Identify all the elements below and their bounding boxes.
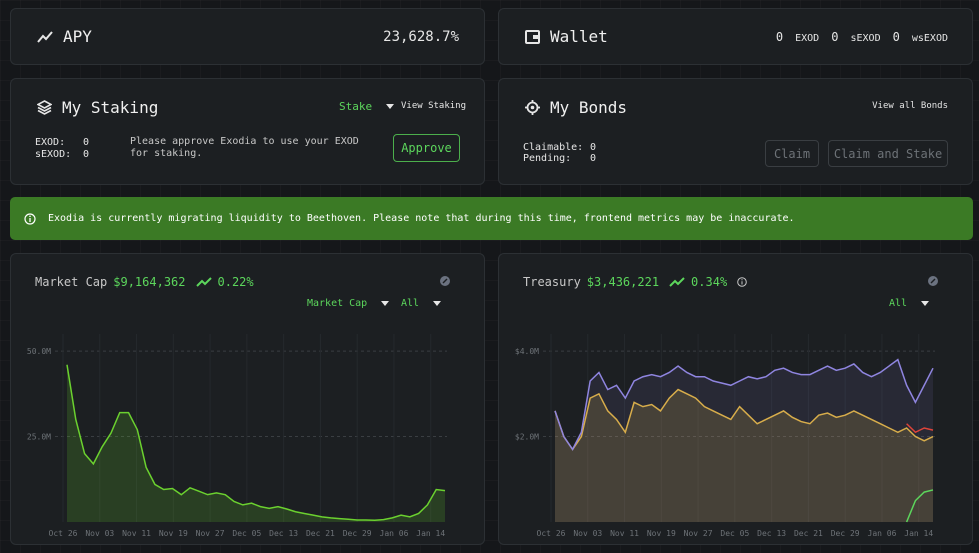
apy-label: APY [63, 27, 92, 46]
series-line [66, 364, 446, 522]
x-tick-label: Dec 05 [720, 529, 749, 538]
claim-and-stake-button[interactable]: Claim and Stake [828, 140, 948, 167]
y-tick-label: 25.0M [27, 433, 51, 442]
treasury-chart: $4.0M $2.0M Oct 26 Nov 03 Nov 11 Nov 19 Nov 27… [515, 334, 935, 538]
x-tick-label: Nov 27 [684, 529, 713, 538]
x-tick-label: Dec 13 [757, 529, 786, 538]
view-staking-link[interactable]: View Staking [401, 101, 467, 111]
x-tick-label: Jan 06 [868, 529, 897, 538]
layers-icon [37, 100, 52, 115]
x-tick-label: Oct 26 [537, 529, 566, 538]
balance-sexod: 0 sEXOD [831, 30, 881, 44]
balance-exod: 0 EXOD [775, 30, 820, 44]
treasury-card: Treasury $3,436,221 0.34% All $4.0M $2.0M… [498, 253, 973, 545]
metric-select[interactable]: Market Cap [307, 298, 390, 309]
bonds-title: My Bonds [525, 98, 627, 117]
series-area [67, 364, 445, 522]
chevron-down-icon [386, 104, 395, 109]
chevron-down-icon [921, 301, 930, 306]
x-tick-label: Dec 21 [306, 529, 335, 538]
wallet-icon [525, 29, 540, 44]
market-cap-change: 0.22% [217, 275, 254, 289]
info-icon [24, 212, 36, 225]
migration-banner: Exodia is currently migrating liquidity … [10, 197, 973, 240]
balance-wsexod: 0 wsEXOD [892, 30, 948, 44]
claim-button[interactable]: Claim [765, 140, 819, 167]
treasury-header: Treasury $3,436,221 0.34% [523, 275, 747, 289]
x-tick-label: Jan 06 [380, 529, 409, 538]
range-select[interactable]: All [401, 298, 442, 309]
expand-icon[interactable] [440, 276, 450, 286]
x-tick-label: Dec 29 [831, 529, 860, 538]
chevron-down-icon [381, 301, 390, 306]
wallet-label: Wallet [550, 27, 608, 46]
x-tick-label: Nov 03 [573, 529, 602, 538]
wallet-balances: 0 EXOD 0 sEXOD 0 wsEXOD [776, 30, 948, 44]
staking-balances: EXOD: 0 sEXOD: 0 [35, 137, 90, 160]
market-cap-card: Market Cap $9,164,362 0.22% Market Cap A… [10, 253, 485, 545]
y-tick-label: 50.0M [27, 347, 51, 356]
x-tick-label: Dec 05 [232, 529, 261, 538]
banner-text: Exodia is currently migrating liquidity … [48, 213, 795, 224]
expand-icon[interactable] [928, 276, 938, 286]
x-tick-label: Nov 19 [647, 529, 676, 538]
info-icon[interactable] [737, 277, 747, 287]
wallet-card: Wallet 0 EXOD 0 sEXOD 0 wsEXOD [498, 8, 973, 65]
stake-dropdown[interactable]: Stake [339, 100, 395, 113]
series-line [554, 388, 934, 451]
staking-card: My Staking Stake View Staking EXOD: 0 sEX… [10, 78, 485, 185]
series-line [905, 489, 934, 523]
x-tick-label: Nov 27 [196, 529, 225, 538]
y-tick-label: $4.0M [515, 347, 539, 356]
x-tick-label: Jan 14 [904, 529, 933, 538]
range-select[interactable]: All [889, 298, 930, 309]
approve-button[interactable]: Approve [393, 134, 460, 162]
chevron-down-icon [433, 301, 442, 306]
x-tick-label: Jan 14 [416, 529, 445, 538]
apy-card: APY 23,628.7% [10, 8, 485, 65]
series-area [555, 389, 933, 522]
apy-value: 23,628.7% [383, 29, 459, 45]
bonds-card: My Bonds View all Bonds Claimable: 0 Pend… [498, 78, 973, 185]
x-tick-label: Nov 11 [122, 529, 151, 538]
approve-message: Please approve Exodia to use your EXOD f… [130, 136, 359, 159]
treasury-change: 0.34% [691, 275, 728, 289]
y-tick-label: $2.0M [515, 433, 539, 442]
x-tick-label: Dec 21 [794, 529, 823, 538]
bonds-label: My Bonds [550, 98, 628, 117]
trend-up-icon [669, 277, 685, 287]
view-all-bonds-link[interactable]: View all Bonds [872, 101, 948, 111]
market-cap-chart: 50.0M 25.0M Oct 26 Nov 03 Nov 11 Nov 19 Nov 27… [27, 334, 447, 538]
wallet-title: Wallet [525, 27, 608, 46]
gear-icon [525, 100, 540, 115]
treasury-label: Treasury [523, 275, 581, 289]
trend-up-icon [195, 277, 212, 287]
market-cap-value: $9,164,362 [113, 275, 186, 289]
series-area [555, 359, 933, 522]
x-tick-label: Dec 29 [343, 529, 372, 538]
trend-up-icon [37, 30, 53, 43]
market-cap-header: Market Cap $9,164,362 0.22% [35, 275, 254, 289]
market-cap-label: Market Cap [35, 275, 108, 289]
treasury-value: $3,436,221 [586, 275, 660, 289]
x-tick-label: Dec 13 [269, 529, 298, 538]
x-tick-label: Oct 26 [49, 529, 78, 538]
x-tick-label: Nov 11 [610, 529, 639, 538]
x-tick-label: Nov 03 [85, 529, 114, 538]
series-line [554, 358, 934, 451]
bond-balances: Claimable: 0 Pending: 0 [523, 142, 597, 164]
series-line [906, 423, 934, 434]
staking-label: My Staking [62, 98, 159, 117]
staking-title: My Staking [37, 98, 158, 117]
x-tick-label: Nov 19 [159, 529, 188, 538]
apy-title: APY [37, 27, 92, 46]
